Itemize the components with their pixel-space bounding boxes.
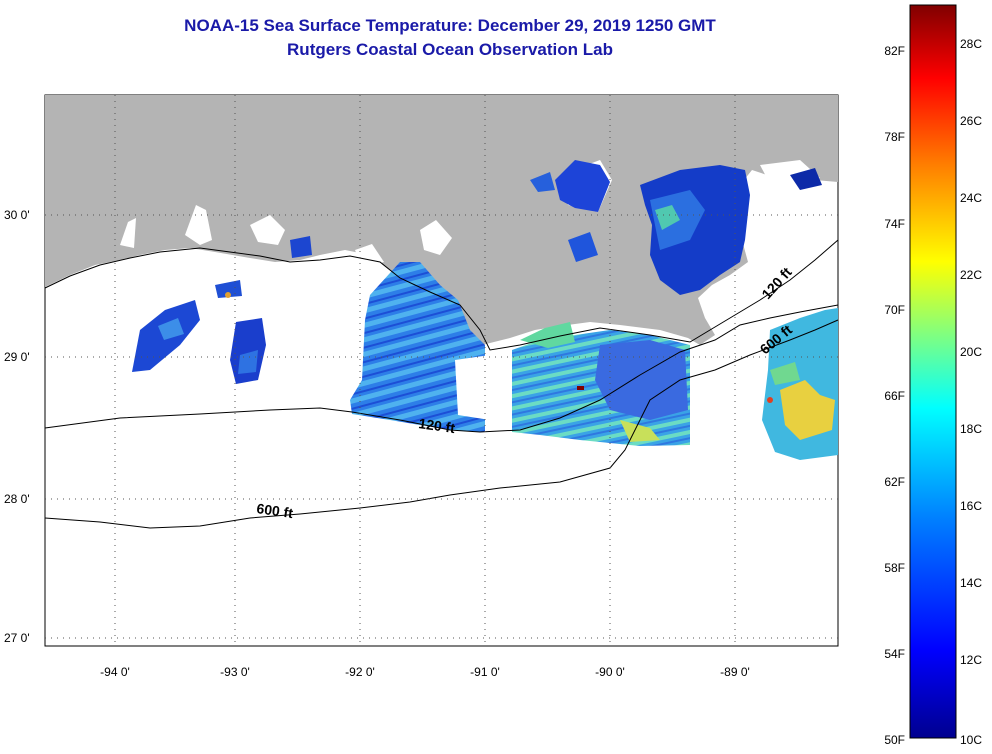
colorbar-c-labels: 28C 26C 24C 22C 20C 18C 16C 14C 12C 10C	[960, 37, 982, 747]
c-label: 10C	[960, 733, 982, 747]
colorbar-gradient	[909, 4, 957, 739]
f-label: 82F	[884, 44, 905, 58]
lat-axis: 30 0' 29 0' 28 0' 27 0'	[4, 208, 30, 645]
land-mass	[45, 95, 838, 345]
map-panel	[44, 94, 839, 647]
isobath-contours	[44, 239, 839, 529]
f-label: 50F	[884, 733, 905, 747]
lon-label: -90 0'	[595, 665, 625, 679]
lon-label: -89 0'	[720, 665, 750, 679]
lon-axis: -94 0' -93 0' -92 0' -91 0' -90 0' -89 0…	[100, 665, 750, 679]
c-label: 18C	[960, 422, 982, 436]
lat-label: 28 0'	[4, 492, 30, 506]
c-label: 16C	[960, 499, 982, 513]
colorbar-f-labels: 82F 78F 74F 70F 66F 62F 58F 54F 50F	[884, 44, 905, 747]
graticule	[45, 95, 838, 646]
lon-label: -91 0'	[470, 665, 500, 679]
f-label: 78F	[884, 130, 905, 144]
c-label: 14C	[960, 576, 982, 590]
lat-label: 30 0'	[4, 208, 30, 222]
lon-label: -93 0'	[220, 665, 250, 679]
c-label: 28C	[960, 37, 982, 51]
isobath-label: 120 ft	[418, 415, 457, 436]
lon-label: -94 0'	[100, 665, 130, 679]
c-label: 26C	[960, 114, 982, 128]
f-label: 62F	[884, 475, 905, 489]
c-label: 22C	[960, 268, 982, 282]
lon-label: -92 0'	[345, 665, 375, 679]
isobath-label: 600 ft	[256, 500, 295, 521]
f-label: 66F	[884, 389, 905, 403]
chart-subtitle: Rutgers Coastal Ocean Observation Lab	[287, 40, 613, 59]
f-label: 74F	[884, 217, 905, 231]
sst-data-overlay	[132, 160, 838, 460]
f-label: 70F	[884, 303, 905, 317]
c-label: 12C	[960, 653, 982, 667]
lat-label: 27 0'	[4, 631, 30, 645]
c-label: 24C	[960, 191, 982, 205]
colorbar: 82F 78F 74F 70F 66F 62F 58F 54F 50F 28C …	[884, 4, 982, 747]
chart-title: NOAA-15 Sea Surface Temperature: Decembe…	[184, 16, 716, 35]
c-label: 20C	[960, 345, 982, 359]
lat-label: 29 0'	[4, 350, 30, 364]
f-label: 54F	[884, 647, 905, 661]
f-label: 58F	[884, 561, 905, 575]
